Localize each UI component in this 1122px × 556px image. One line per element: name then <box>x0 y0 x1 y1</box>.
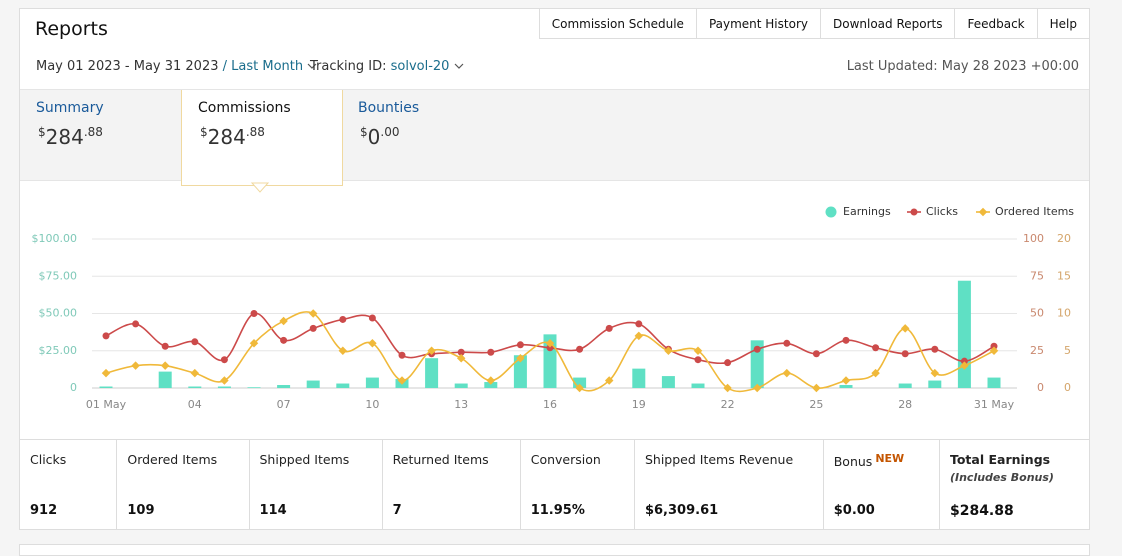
stat-value: $284.88 <box>949 503 1014 519</box>
stat: Conversion 11.95% <box>521 440 635 530</box>
title: Reports <box>35 18 108 40</box>
tab-amount: $0.00 <box>360 125 399 149</box>
stat-label: Shipped Items Revenue <box>645 452 793 467</box>
fraction: .88 <box>83 125 103 139</box>
stat-value: 114 <box>259 503 287 518</box>
nav-button[interactable]: Payment History <box>695 9 820 39</box>
stat-label: Returned Items <box>393 452 489 467</box>
stat-label-text: Conversion <box>530 452 601 467</box>
date-range: May 01 2023 - May 31 2023 <box>36 59 219 74</box>
stat-value: 109 <box>127 503 155 518</box>
currency: $ <box>38 125 46 139</box>
stat-label-text: Returned Items <box>392 452 489 467</box>
chevron <box>454 63 464 69</box>
stat: Bonus NEW $0.00 <box>824 440 940 530</box>
tab-amount: $284.88 <box>200 125 265 149</box>
range-preset: Last Month <box>231 59 304 74</box>
stat-label-text: Shipped Items <box>259 452 350 467</box>
whole: 284 <box>45 125 84 149</box>
tracking[interactable]: Tracking ID: solvol-20 <box>310 59 464 74</box>
whole: 284 <box>207 125 246 149</box>
stats: Clicks 912 Ordered Items 109 Shipped Items 11… <box>20 439 1089 530</box>
tracking-id: solvol-20 <box>390 59 450 74</box>
tab-name: Bounties <box>358 100 420 116</box>
sep: / <box>222 59 228 74</box>
date-picker[interactable]: May 01 2023 - May 31 2023 / Last Month <box>36 59 317 74</box>
stat: Total Earnings (Includes Bonus) $284.88 <box>940 440 1089 530</box>
stat-label: Conversion <box>531 452 601 467</box>
fraction: .88 <box>245 125 265 139</box>
stat-value: $6,309.61 <box>644 503 719 518</box>
currency: $ <box>200 125 208 139</box>
whole: 0 <box>367 125 381 149</box>
stat-label-text: Total Earnings <box>949 452 1051 467</box>
chevron <box>307 63 317 69</box>
stat-label-text: Ordered Items <box>127 452 218 467</box>
tab-name: Summary <box>36 100 104 116</box>
stat-value: 7 <box>392 503 402 518</box>
stat-label: Shipped Items <box>260 452 350 467</box>
stat-label-text: Clicks <box>30 452 67 467</box>
nav-button[interactable]: Help <box>1036 9 1089 39</box>
badge: NEW <box>875 452 905 465</box>
next-panel <box>19 544 1090 556</box>
stat: Ordered Items 109 <box>117 440 250 530</box>
stat-label-text: Bonus <box>833 454 873 469</box>
nav-button[interactable]: Feedback <box>954 9 1037 39</box>
nav: Commission Schedule Payment History Down… <box>538 9 1089 39</box>
nav-button[interactable]: Commission Schedule <box>538 9 696 39</box>
tracking-label: Tracking ID: <box>310 59 387 74</box>
last-updated: Last Updated: May 28 2023 +00:00 <box>846 59 1079 74</box>
nav-button[interactable]: Download Reports <box>819 9 955 39</box>
reports-panel: Reports Commission Schedule Payment Hist… <box>19 8 1090 530</box>
stat-label: Clicks <box>30 452 66 467</box>
stat-value: 912 <box>30 503 58 518</box>
tab-amount: $284.88 <box>38 125 103 149</box>
stat-value: 11.95% <box>530 503 585 518</box>
tab-active[interactable]: Commissions $284.88 <box>181 90 343 186</box>
stat-value: $0.00 <box>833 503 875 518</box>
stat-label: Total Earnings <box>950 452 1050 467</box>
fraction: .00 <box>380 125 400 139</box>
stat-note: (Includes Bonus) <box>949 471 1054 484</box>
stat-label: Bonus NEW <box>834 452 904 469</box>
stat: Shipped Items Revenue $6,309.61 <box>635 440 824 530</box>
stat: Returned Items 7 <box>383 440 521 530</box>
tab-name: Commissions <box>198 100 291 116</box>
stat: Shipped Items 114 <box>250 440 383 530</box>
tab[interactable]: Summary $284.88 <box>20 90 180 180</box>
tabs: Summary $284.88 Commissions $284.88 Boun… <box>20 89 1089 186</box>
stat-label-text: Shipped Items Revenue <box>644 452 794 467</box>
stat-label: Ordered Items <box>127 452 217 467</box>
currency: $ <box>360 125 368 139</box>
stat: Clicks 912 <box>20 440 118 530</box>
tab[interactable]: Bounties $0.00 <box>342 90 502 180</box>
